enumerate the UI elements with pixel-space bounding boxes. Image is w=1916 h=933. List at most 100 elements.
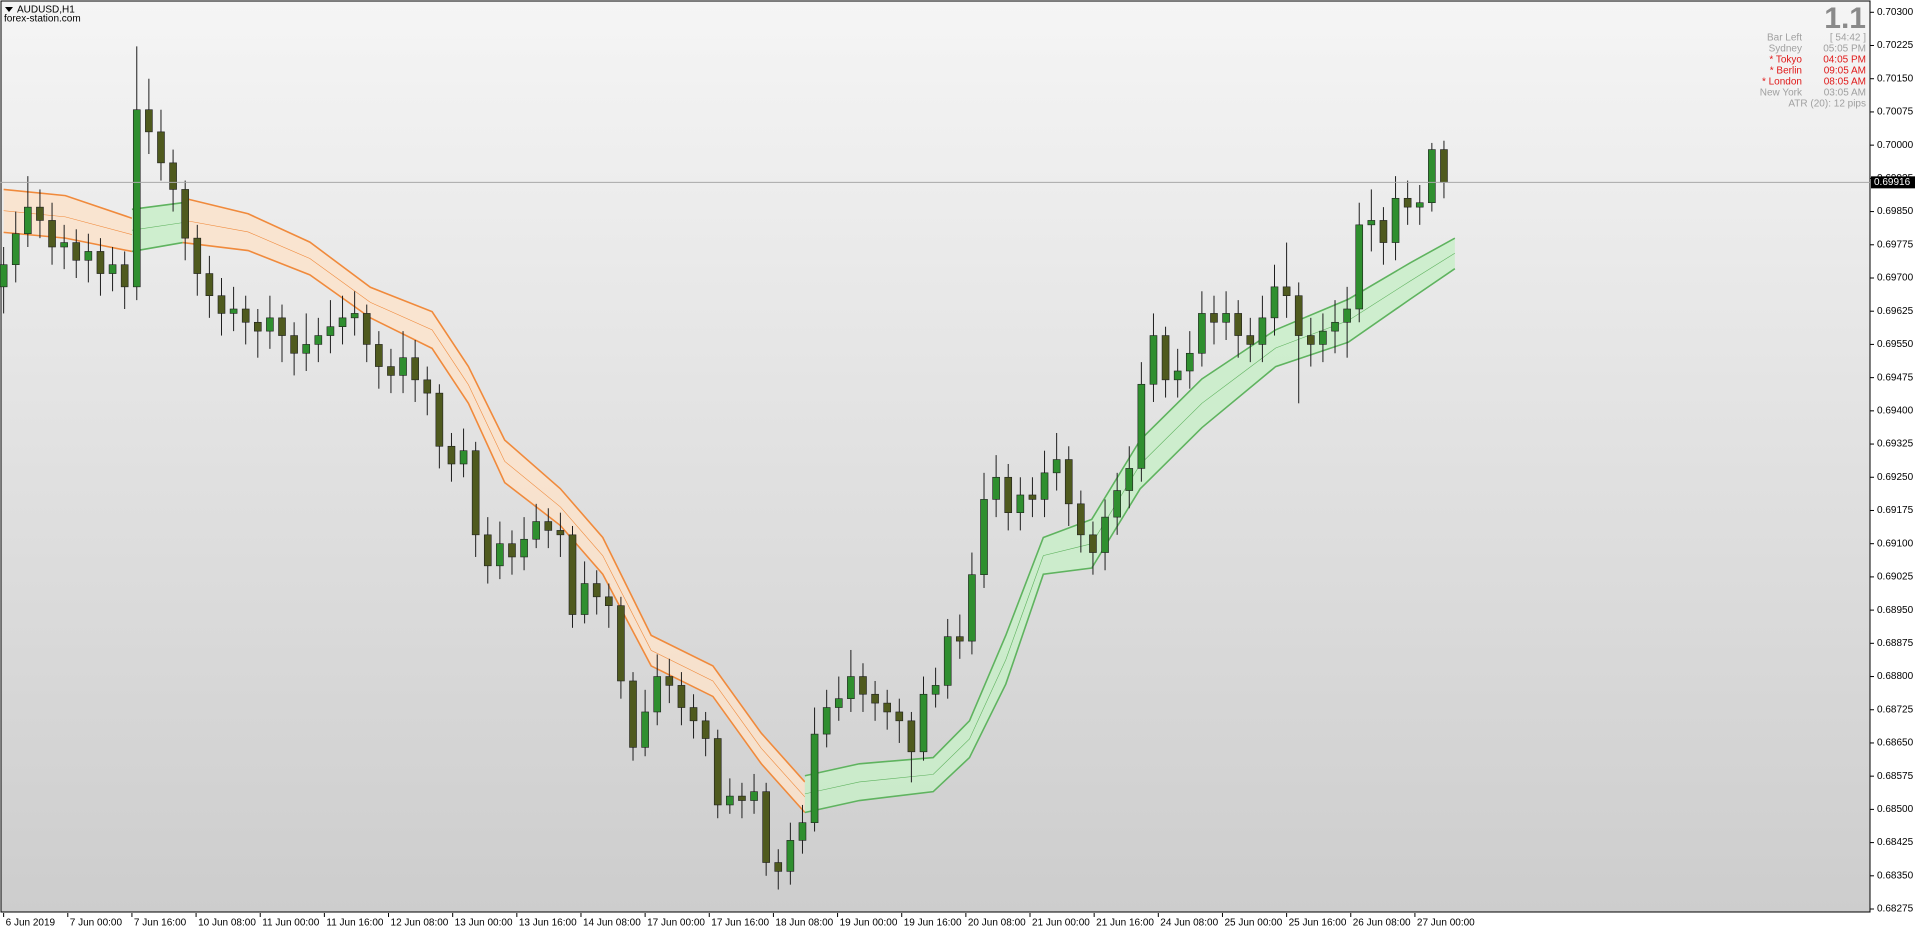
candle-body <box>1246 335 1255 345</box>
y-tick-label: 0.69850 <box>1877 206 1914 217</box>
candle-body <box>653 676 662 713</box>
y-tick-label: 0.70225 <box>1877 40 1914 51</box>
y-tick-label: 0.68875 <box>1877 638 1914 649</box>
band-lower-line <box>182 241 806 814</box>
candle-body <box>1149 335 1158 385</box>
candle-body <box>677 685 686 708</box>
candle-body <box>907 720 916 753</box>
candle-body <box>1234 313 1242 336</box>
x-tick-label: 21 Jun 16:00 <box>1096 918 1154 929</box>
x-tick-label: 25 Jun 16:00 <box>1289 918 1347 929</box>
x-tick-label: 18 Jun 08:00 <box>775 918 833 929</box>
candle-body <box>1270 286 1279 319</box>
band-upper-line <box>3 188 133 219</box>
candle-body <box>992 476 1000 500</box>
info-value: 05:05 PM <box>1823 44 1866 55</box>
candle-body <box>169 162 177 190</box>
candle-body <box>205 273 214 297</box>
x-tick-label: 24 Jun 08:00 <box>1160 918 1218 929</box>
candle-body <box>11 233 20 266</box>
candle-body <box>689 707 698 722</box>
current-price-box <box>1871 176 1915 189</box>
x-tick-label: 27 Jun 00:00 <box>1417 918 1475 929</box>
info-panel: Bar Left [ 54:42 ] Sydney 05:05 PM * Tokyo 04… <box>1760 33 1866 110</box>
candle-body <box>157 131 165 164</box>
info-atr: ATR (20): 12 pips <box>1788 99 1866 110</box>
y-tick-label: 0.68500 <box>1877 804 1914 815</box>
candle-body <box>471 450 480 536</box>
candle-body <box>387 366 395 376</box>
candle-body <box>181 189 189 239</box>
y-tick-label: 0.69550 <box>1877 339 1914 350</box>
candle-body <box>544 521 553 531</box>
candle-body <box>641 711 649 748</box>
x-tick-label: 7 Jun 00:00 <box>70 918 123 929</box>
candle-body <box>1367 220 1376 226</box>
candle-body <box>956 636 964 642</box>
candle-body <box>84 251 93 261</box>
candle-body <box>1004 476 1013 513</box>
y-tick-label: 0.69625 <box>1877 306 1914 317</box>
candle-body <box>810 733 819 823</box>
band-fill <box>804 238 1455 813</box>
info-value: 09:05 AM <box>1824 66 1866 77</box>
candle-body <box>701 720 710 739</box>
x-tick-label: 17 Jun 16:00 <box>711 918 769 929</box>
y-tick-label: 0.69700 <box>1877 273 1914 284</box>
candle-body <box>713 738 722 806</box>
candle-body <box>459 450 468 465</box>
candle-body <box>847 676 855 699</box>
candle-body <box>919 693 928 753</box>
candle-body <box>423 379 432 394</box>
candle-body <box>1040 472 1049 500</box>
menu-triangle[interactable] <box>5 7 13 12</box>
y-tick-label: 0.68725 <box>1877 704 1914 715</box>
candle-body <box>968 574 976 642</box>
y-tick-label: 0.68950 <box>1877 605 1914 616</box>
y-tick-label: 0.68425 <box>1877 837 1914 848</box>
y-tick-label: 0.69250 <box>1877 472 1914 483</box>
candle-body <box>447 445 456 465</box>
candle-body <box>290 335 298 354</box>
candle-body <box>532 521 540 540</box>
candle-body <box>1137 383 1146 469</box>
info-label: Sydney <box>1769 44 1802 55</box>
candle-body <box>665 676 674 686</box>
candle-body <box>1064 459 1073 505</box>
candle-body <box>822 707 831 735</box>
band-middle-line <box>182 219 806 798</box>
x-tick-label: 10 Jun 08:00 <box>198 918 256 929</box>
candle-body <box>60 242 68 248</box>
candle-body <box>254 321 262 332</box>
info-label: Bar Left <box>1767 33 1802 44</box>
candle-body <box>1355 224 1364 310</box>
candle-body <box>1307 335 1315 345</box>
candle-body <box>1089 534 1097 553</box>
candle-body <box>120 264 129 288</box>
candle-body <box>314 335 323 345</box>
candle-body <box>1319 330 1327 345</box>
candle-body <box>738 795 746 801</box>
candle-body <box>629 680 637 748</box>
info-label: * Tokyo <box>1769 55 1802 66</box>
candle-body <box>483 534 492 567</box>
candle-body <box>592 583 601 598</box>
candle-body <box>871 693 879 704</box>
candle-body <box>580 583 589 615</box>
candle-body <box>774 862 783 872</box>
candle-body <box>762 791 770 863</box>
current-price-label: 0.69916 <box>1874 177 1911 188</box>
candle-body <box>411 357 419 381</box>
candle-body <box>786 840 795 872</box>
candle-body <box>1391 197 1400 243</box>
y-tick-label: 0.68650 <box>1877 738 1914 749</box>
x-tick-label: 12 Jun 08:00 <box>391 918 449 929</box>
x-tick-label: 14 Jun 08:00 <box>583 918 641 929</box>
candle-body <box>1403 197 1412 208</box>
candle-body <box>132 109 141 288</box>
candle-body <box>108 264 117 274</box>
info-label: New York <box>1760 88 1803 99</box>
